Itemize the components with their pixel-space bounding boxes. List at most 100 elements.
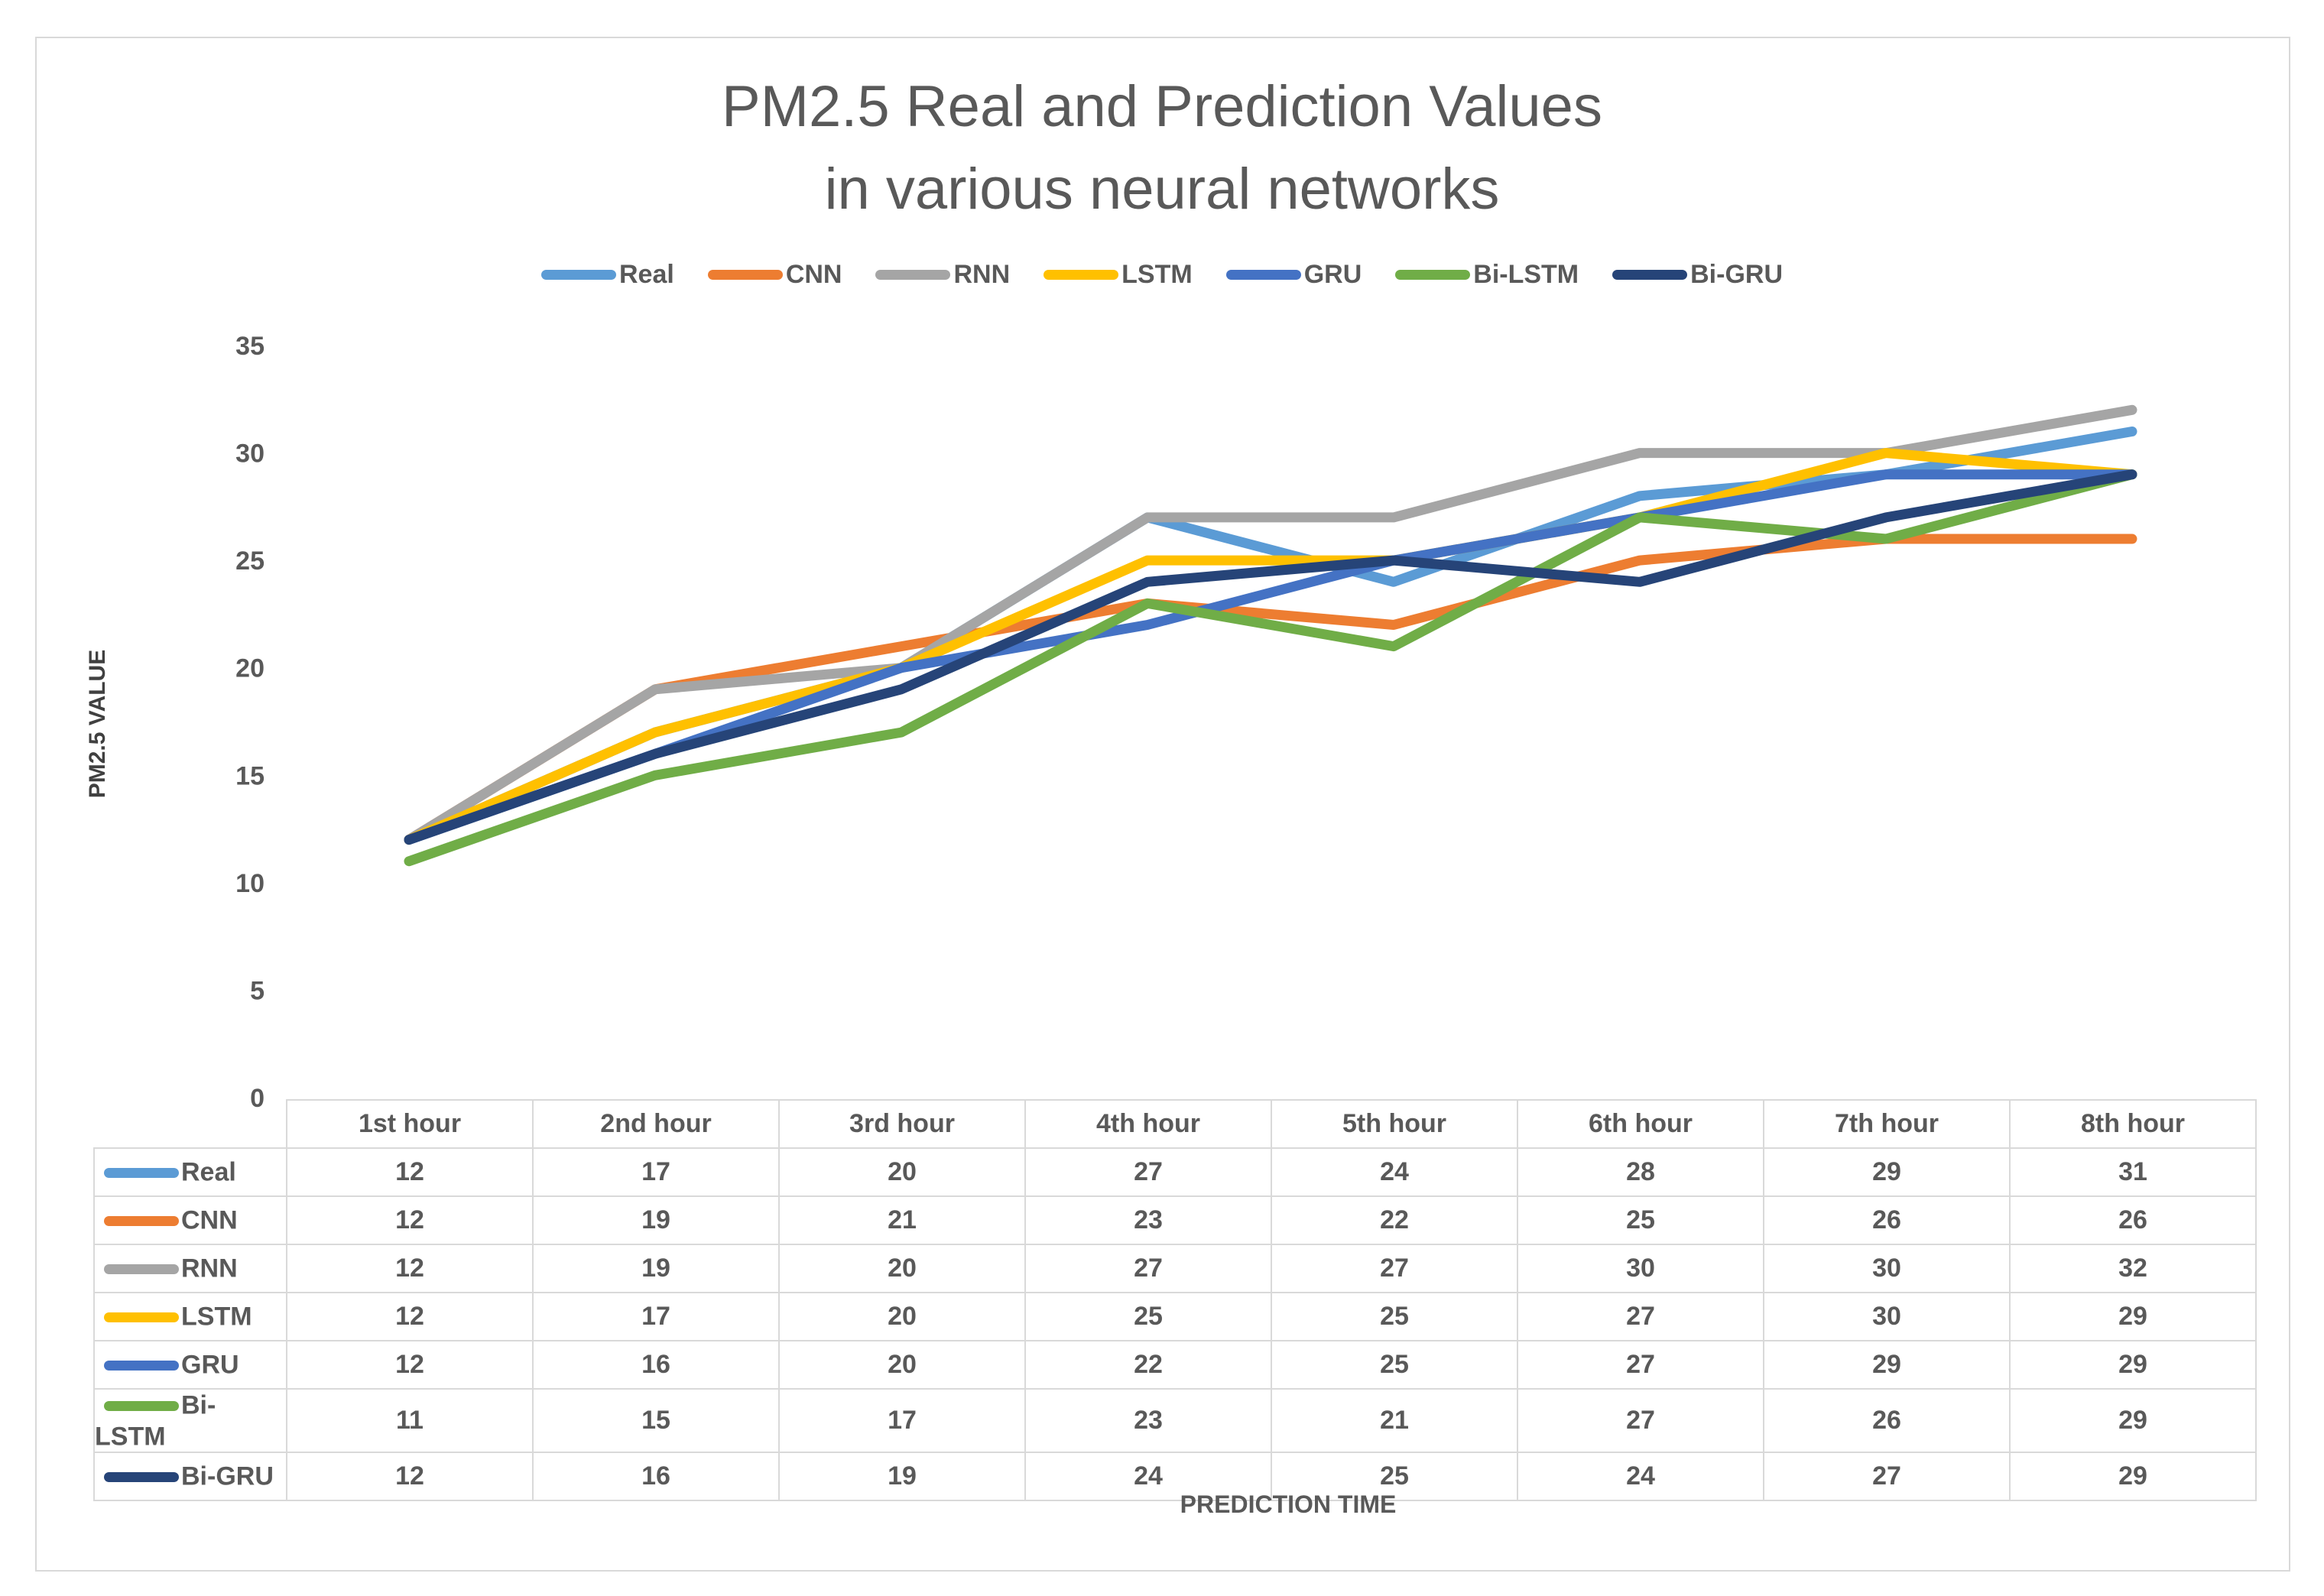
series-name: GRU [181,1350,239,1380]
data-label: 17 [778,1387,1026,1454]
data-label: 30 [1517,1244,1764,1293]
y-tick-label: 30 [235,440,265,469]
data-label: 16 [532,1340,780,1390]
legend-label: Real [618,260,674,289]
data-label: 26 [1763,1195,2011,1245]
table-row: LSTM 12 17 20 25 25 27 30 29 [93,1292,2257,1341]
data-label: 29 [2009,1292,2257,1341]
data-label: 23 [1024,1195,1272,1245]
table-row-header: RNN [93,1244,287,1293]
series-name: RNN [181,1254,238,1283]
data-label: 25 [1024,1292,1272,1341]
data-label: 27 [1271,1244,1518,1293]
data-label: 21 [1271,1387,1518,1454]
data-label: 12 [286,1244,534,1293]
series-name: Bi-LSTM [95,1390,216,1452]
data-label: 27 [1024,1244,1272,1293]
data-label: 29 [1763,1340,2011,1390]
data-label: 24 [1517,1452,1764,1502]
data-label: 19 [532,1244,780,1293]
x-tick-label: 8th hour [2009,1099,2257,1149]
data-label: 22 [1271,1195,1518,1245]
data-label: 20 [778,1292,1026,1341]
data-label: 27 [1517,1387,1764,1454]
data-label: 25 [1271,1292,1518,1341]
series-name: Real [181,1157,236,1187]
data-label: 31 [2009,1147,2257,1197]
series-line-gru [404,469,2137,845]
legend-key-swatch [104,1471,179,1482]
table-row-header: Bi-GRU [93,1452,287,1502]
legend-swatch [707,270,783,280]
y-tick-label: 5 [250,976,265,1005]
data-label: 26 [2009,1195,2257,1245]
table-row: Real 12 17 20 27 24 28 29 31 [93,1147,2257,1197]
table-row: Bi-LSTM 11 15 17 23 21 27 26 29 [93,1387,2257,1454]
legend: Real CNN RNN LSTM GRU Bi-LSTM Bi-GRU [0,260,2324,290]
data-label: 29 [1763,1147,2011,1197]
legend-key-swatch [104,1264,179,1274]
legend-item-gru: GRU [1225,260,1362,290]
x-tick-label: 7th hour [1763,1099,2011,1149]
data-label: 25 [1517,1195,1764,1245]
data-label: 11 [286,1387,534,1454]
legend-item-real: Real [540,260,674,290]
data-label: 12 [286,1452,534,1502]
data-label: 27 [1517,1292,1764,1341]
y-tick-label: 35 [235,332,265,361]
data-label: 25 [1271,1452,1518,1502]
legend-swatch [875,270,951,280]
data-label: 32 [2009,1244,2257,1293]
legend-key-swatch [104,1360,179,1371]
data-label: 20 [778,1244,1026,1293]
legend-label: LSTM [1121,260,1193,289]
series-name: Bi-GRU [181,1461,274,1491]
legend-item-cnn: CNN [707,260,842,290]
table-row-header: Real [93,1147,287,1197]
legend-item-bi-lstm: Bi-LSTM [1395,260,1579,290]
data-label: 12 [286,1292,534,1341]
y-tick-label: 15 [235,761,265,790]
legend-label: RNN [953,260,1011,289]
data-label: 25 [1271,1340,1518,1390]
data-label: 24 [1271,1147,1518,1197]
x-tick-label: 2nd hour [532,1099,780,1149]
data-label: 21 [778,1195,1026,1245]
table-row: RNN 12 19 20 27 27 30 30 32 [93,1244,2257,1293]
data-label: 12 [286,1195,534,1245]
data-label: 20 [778,1340,1026,1390]
table-row: Bi-GRU 12 16 19 24 25 24 27 29 [93,1452,2257,1502]
data-label: 29 [2009,1387,2257,1454]
legend-key-swatch [104,1312,179,1322]
data-label: 19 [778,1452,1026,1502]
data-label: 27 [1024,1147,1272,1197]
series-line-real [404,427,2137,845]
series-line-rnn [404,404,2137,845]
x-tick-label: 4th hour [1024,1099,1272,1149]
x-tick-label: 6th hour [1517,1099,1764,1149]
legend-swatch [1612,270,1688,280]
y-tick-label: 10 [235,869,265,898]
data-label: 30 [1763,1292,2011,1341]
data-label: 16 [532,1452,780,1502]
legend-swatch [1225,270,1301,280]
legend-item-bi-gru: Bi-GRU [1612,260,1783,290]
legend-item-lstm: LSTM [1044,260,1193,290]
series-name: CNN [181,1205,238,1235]
legend-label: GRU [1303,260,1362,289]
legend-item-rnn: RNN [875,260,1010,290]
legend-swatch [540,270,616,280]
legend-swatch [1395,270,1471,280]
x-tick-label: 5th hour [1271,1099,1518,1149]
table-row-header: GRU [93,1340,287,1390]
table-row-header: Bi-LSTM [93,1387,287,1454]
legend-key-swatch [104,1215,179,1226]
legend-key-swatch [104,1167,179,1178]
y-tick-label: 20 [235,654,265,683]
legend-key-swatch [104,1400,179,1411]
x-tick-label: 3rd hour [778,1099,1026,1149]
data-label: 29 [2009,1340,2257,1390]
data-label: 20 [778,1147,1026,1197]
table-row-header: LSTM [93,1292,287,1341]
series-line-lstm [404,448,2137,845]
